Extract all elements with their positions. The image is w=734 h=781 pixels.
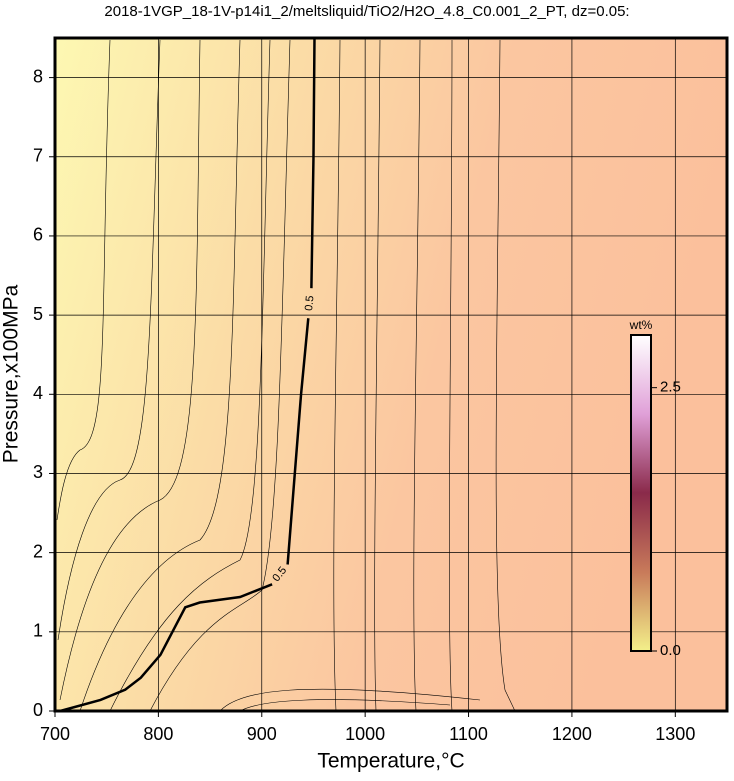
colorbar [630, 334, 652, 652]
colorbar-tick-label: 0.0 [660, 642, 681, 659]
y-tick-label: 6 [33, 225, 43, 245]
marks [59, 37, 316, 713]
y-tick-label: 3 [33, 462, 43, 482]
x-tick-label: 700 [40, 724, 70, 744]
y-tick-label: 8 [33, 66, 43, 86]
x-tick-label: 1300 [655, 724, 695, 744]
y-axis-label: Pressure,x100MPa [0, 284, 23, 463]
contour-line [59, 37, 316, 713]
y-tick-label: 7 [33, 146, 43, 166]
x-tick-label: 900 [247, 724, 277, 744]
y-tick-label: 5 [33, 304, 43, 324]
plot-frame [53, 36, 729, 713]
y-tick-label: 2 [33, 541, 43, 561]
y-tick-label: 0 [33, 700, 43, 720]
x-axis-label: Temperature,°C [317, 750, 464, 773]
x-tick-label: 1100 [449, 724, 488, 744]
thin-contours [56, 39, 516, 712]
x-tick-label: 1200 [552, 724, 592, 744]
colorbar-label: wt% [629, 318, 653, 332]
contour-label: 0.5 [303, 295, 317, 311]
chart-title: 2018-1VGP_18-1V-p14i1_2/meltsliquid/TiO2… [104, 3, 629, 20]
y-tick-label: 4 [33, 383, 43, 403]
x-tick-label: 800 [143, 724, 173, 744]
plot-background [55, 38, 727, 711]
colorbar-tick-label: 2.5 [660, 379, 681, 396]
x-tick-label: 1000 [345, 724, 385, 744]
y-tick-label: 1 [33, 621, 43, 641]
